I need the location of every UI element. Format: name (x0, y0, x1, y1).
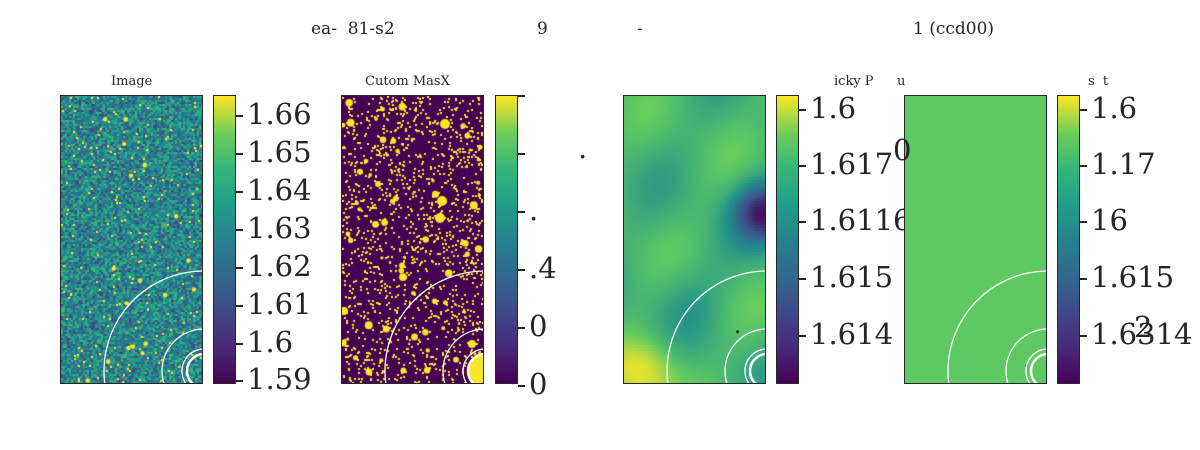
colorbar-tick (799, 109, 806, 111)
colorbar-tick (236, 267, 243, 269)
colorbar-tick (799, 221, 806, 223)
colorbar-tick-label: .4 (529, 251, 557, 285)
suptitle-part-2: 9 (537, 19, 548, 39)
colorbar-tick-label: 1.615 (1091, 260, 1175, 294)
image-colorbar (213, 95, 236, 384)
suptitle-part-3: - (637, 19, 643, 39)
colorbar-tick (799, 278, 806, 280)
mask-canvas (342, 96, 483, 383)
colorbar-tick-label: 1.64 (247, 173, 312, 207)
colorbar-tick-label: 1.6 (810, 91, 857, 125)
mask-panel (341, 95, 484, 384)
colorbar-tick-label: 16 (1091, 203, 1128, 237)
colorbar-tick-label: 1.6 (247, 325, 294, 359)
colorbar-tick (799, 335, 806, 337)
panel-title-smooth: icky P (834, 74, 874, 89)
colorbar-tick (236, 380, 243, 382)
colorbar-tick (518, 269, 525, 271)
colorbar-tick (1080, 221, 1087, 223)
colorbar-tick-label: 1.65 (247, 135, 312, 169)
colorbar-tick (518, 385, 525, 387)
flat-panel (904, 95, 1047, 384)
colorbar-tick-label: 1.6314 (1091, 317, 1193, 351)
mask-colorbar (495, 95, 518, 384)
flat-colorbar (1057, 95, 1080, 384)
colorbar-tick-label: . (529, 193, 539, 227)
colorbar-tick (236, 153, 243, 155)
panel4-stray-two: 2 (1134, 310, 1153, 344)
colorbar-tick (236, 229, 243, 231)
colorbar-tick-label: 1.59 (247, 362, 312, 396)
colorbar-tick-label: 1.6116 (810, 203, 912, 237)
colorbar-tick (518, 327, 525, 329)
model-panel: . (623, 95, 766, 384)
colorbar-tick (518, 153, 525, 155)
colorbar-tick-label: 1.615 (810, 260, 894, 294)
image-rings (103, 270, 202, 383)
colorbar-tick (1080, 109, 1087, 111)
panel-title-image: Image (111, 74, 153, 89)
colorbar-tick (236, 305, 243, 307)
colorbar-tick-label: 1.63 (247, 211, 312, 245)
colorbar-tick-label: 1.17 (1091, 147, 1156, 181)
panel3-stray-u: u (897, 74, 906, 89)
panel3-stray-dot: . (734, 314, 741, 339)
colorbar-tick (1080, 278, 1087, 280)
suptitle-part-1: ea- 81-s2 (311, 19, 395, 39)
model-canvas (624, 96, 765, 383)
mask-rings (384, 270, 483, 383)
colorbar-tick-label: 1.62 (247, 249, 312, 283)
suptitle-part-4: 1 (ccd00) (913, 19, 995, 39)
image-noise-canvas (61, 96, 202, 383)
colorbar-tick (236, 191, 243, 193)
colorbar-tick-label: 0 (529, 367, 548, 401)
flat-rings (947, 270, 1046, 383)
colorbar-tick (799, 165, 806, 167)
panel-title-mask: Cutom MasX (365, 74, 450, 89)
panel4-stray-zero: 0 (893, 133, 912, 167)
model-colorbar (776, 95, 799, 384)
colorbar-tick-label: 1.617 (810, 147, 894, 181)
panel2-stray-dot: . (578, 131, 588, 165)
colorbar-tick (518, 95, 525, 97)
colorbar-tick (518, 211, 525, 213)
colorbar-tick-label: 1.61 (247, 287, 312, 321)
image-panel (60, 95, 203, 384)
colorbar-tick-label: 1.614 (810, 317, 894, 351)
colorbar-tick-label: 1.66 (247, 97, 312, 131)
colorbar-tick (1080, 165, 1087, 167)
model-rings (666, 270, 765, 383)
panel-title-flat: s t (1088, 74, 1109, 89)
colorbar-tick (1080, 335, 1087, 337)
colorbar-tick-label: 1.6 (1091, 91, 1138, 125)
colorbar-tick (236, 343, 243, 345)
colorbar-tick (236, 115, 243, 117)
colorbar-tick-label: 0 (529, 309, 548, 343)
